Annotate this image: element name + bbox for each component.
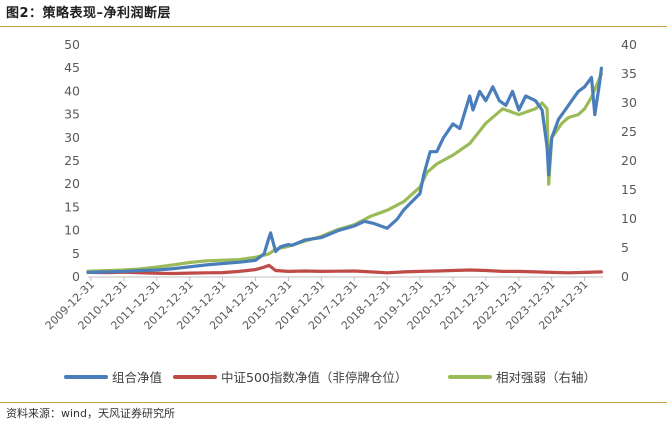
y-right-tick-label: 30: [621, 95, 637, 110]
source-rule: [0, 402, 667, 403]
y-left-tick-label: 5: [72, 246, 80, 261]
title-rule: [0, 26, 667, 27]
chart: 0510152025303540455005101520253035402009…: [43, 37, 637, 385]
legend-label: 相对强弱（右轴）: [496, 370, 596, 385]
source-note: 资料来源：wind，天风证券研究所: [6, 407, 176, 420]
y-left-tick-label: 50: [64, 37, 80, 52]
y-left-tick-label: 35: [64, 107, 80, 122]
series-line-2: [86, 72, 603, 273]
figure-title: 图2：策略表现–净利润断层: [6, 6, 172, 21]
y-left-tick-label: 15: [64, 199, 80, 214]
y-left-tick-label: 30: [64, 130, 80, 145]
series-line-1: [86, 263, 603, 276]
y-right-tick-label: 25: [621, 124, 637, 139]
legend-label: 中证500指数净值（非停牌仓位）: [221, 370, 407, 385]
legend-label: 组合净值: [112, 370, 162, 385]
series-line-0: [86, 66, 603, 274]
plot-area: [86, 66, 603, 276]
y-left-tick-label: 25: [64, 153, 80, 168]
y-left-tick-label: 10: [64, 223, 80, 238]
y-right-tick-label: 15: [621, 182, 637, 197]
y-left-tick-label: 40: [64, 83, 80, 98]
legend: 组合净值 中证500指数净值（非停牌仓位） 相对强弱（右轴）: [64, 370, 596, 385]
y-left-tick-label: 20: [64, 176, 80, 191]
y-right-tick-label: 5: [621, 240, 629, 255]
y-right-tick-label: 20: [621, 153, 637, 168]
y-right-tick-label: 40: [621, 37, 637, 52]
y-right-tick-label: 0: [621, 269, 629, 284]
y-left-tick-label: 0: [72, 269, 80, 284]
y-left-tick-label: 45: [64, 60, 80, 75]
y-right-tick-label: 10: [621, 211, 637, 226]
y-right-tick-label: 35: [621, 66, 637, 81]
